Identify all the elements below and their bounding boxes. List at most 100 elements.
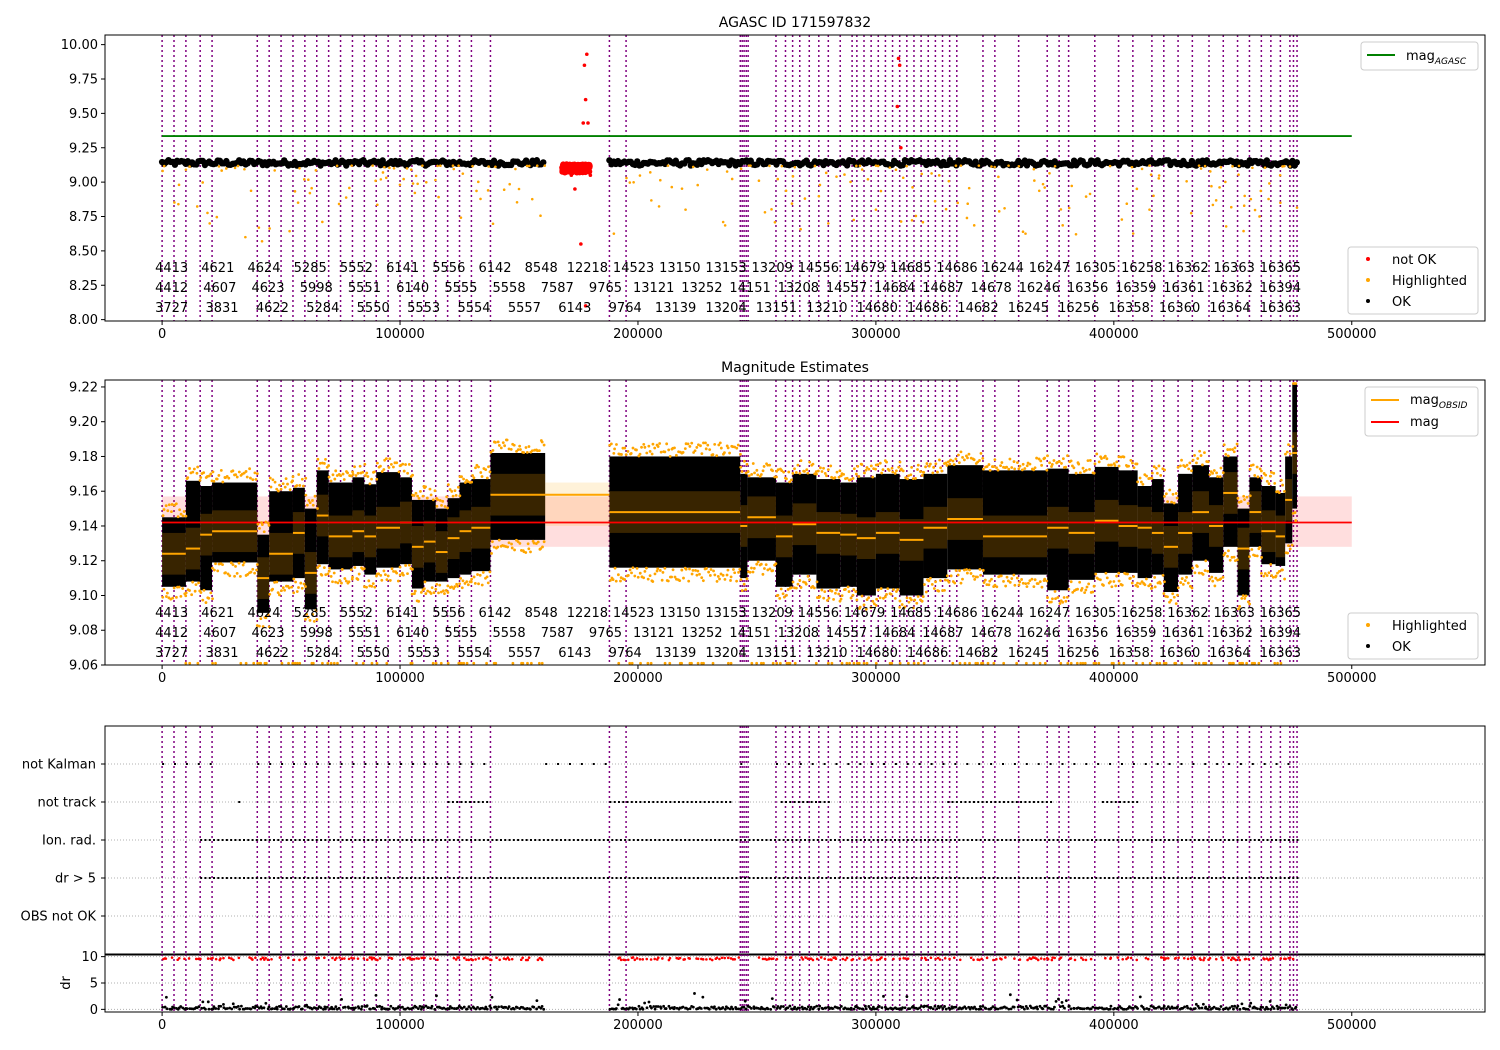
highlighted-point [255, 472, 259, 475]
highlighted-point [316, 566, 319, 569]
flag-point [225, 877, 228, 879]
highlighted-point [1150, 471, 1154, 475]
flag-point [752, 839, 755, 841]
dr-not-ok-point [519, 958, 523, 962]
highlighted-point [755, 468, 759, 472]
highlighted-point [406, 572, 409, 576]
flag-point [847, 763, 850, 765]
highlighted-point [688, 567, 691, 571]
flag-point [812, 839, 815, 841]
flag-point [401, 877, 404, 879]
highlighted-point [228, 574, 232, 578]
ok-point-cloud [947, 465, 983, 570]
flag-point [234, 877, 237, 879]
flag-point [855, 877, 858, 879]
highlighted-point [648, 574, 652, 578]
highlighted-point [1095, 452, 1099, 456]
flag-point [859, 877, 862, 879]
dr-ok-point [297, 1005, 301, 1008]
dr-ok-point [967, 1005, 971, 1009]
highlighted-point [1136, 581, 1139, 585]
dr-ok-point [867, 1005, 871, 1008]
y-tick-label: 9.06 [69, 659, 98, 674]
flag-point [919, 839, 922, 841]
highlighted-point [787, 470, 791, 474]
highlighted-point [215, 215, 219, 219]
dr-ok-point [422, 1006, 426, 1009]
flag-point [315, 839, 318, 841]
dr-not-ok-point [527, 956, 531, 959]
y-tick-label: 9.50 [69, 107, 98, 122]
highlighted-point [965, 571, 969, 575]
y-tick-label: 8.25 [69, 279, 98, 294]
highlighted-point [173, 201, 176, 204]
highlighted-point [1092, 584, 1096, 588]
highlighted-point [321, 661, 324, 665]
highlighted-point [1294, 382, 1298, 385]
highlighted-point [1224, 180, 1227, 184]
flag-point [1142, 877, 1145, 879]
highlighted-point [818, 595, 822, 598]
dr-not-ok-point [1227, 956, 1230, 960]
dr-ok-point [821, 1007, 825, 1011]
dr-ok-point [852, 1007, 856, 1011]
dr-not-ok-point [1268, 957, 1272, 961]
flag-point [806, 801, 809, 803]
x-tick-label: 500000 [1327, 1018, 1377, 1033]
dr-ok-point [380, 1005, 384, 1009]
highlighted-point [1166, 595, 1169, 599]
highlighted-point [838, 599, 842, 603]
highlighted-point [1140, 167, 1144, 171]
highlighted-point [939, 466, 942, 470]
highlighted-point [906, 477, 909, 481]
highlighted-point [759, 562, 763, 566]
flag-point [521, 839, 524, 841]
highlighted-point [1152, 465, 1156, 469]
flag-point [876, 839, 879, 841]
highlighted-point [1135, 661, 1138, 665]
highlighted-point [1278, 173, 1282, 177]
obsid-label: 14523 [613, 606, 654, 621]
flag-point [388, 763, 391, 765]
flag-point [780, 801, 783, 803]
highlighted-point [611, 578, 615, 581]
flag-point [1216, 763, 1219, 765]
flag-point [592, 763, 595, 765]
highlighted-point [943, 578, 947, 582]
dr-not-ok-point [906, 957, 910, 960]
highlighted-point [238, 574, 242, 578]
highlighted-point [871, 475, 875, 479]
highlighted-point [207, 596, 211, 600]
highlighted-point [885, 460, 888, 464]
dr-ok-point [1248, 1004, 1252, 1008]
obsid-label: 4622 [256, 646, 289, 661]
flag-point [1192, 763, 1195, 765]
highlighted-point [453, 585, 457, 588]
flag-point [1144, 763, 1147, 765]
dr-ok-point [282, 1007, 286, 1011]
dr-not-ok-point [657, 956, 660, 960]
dr-not-ok-point [1004, 956, 1007, 959]
dr-ok-point [206, 1000, 210, 1004]
highlighted-point [253, 571, 257, 575]
highlighted-point [489, 450, 493, 454]
dr-not-ok-point [649, 958, 653, 961]
obsid-label: 13252 [681, 626, 722, 641]
highlighted-point [876, 463, 880, 467]
flag-point [1292, 839, 1295, 841]
highlighted-point [912, 661, 916, 665]
obsid-label: 13121 [633, 626, 674, 641]
dr-ok-point [365, 1004, 369, 1008]
highlighted-point [1076, 587, 1079, 591]
dr-ok-point [279, 1005, 283, 1008]
highlighted-point [507, 447, 511, 451]
flag-point [268, 877, 271, 879]
dr-not-ok-point [771, 957, 775, 960]
dr-ok-point [1138, 995, 1142, 999]
flag-point [1022, 877, 1025, 879]
highlighted-point [775, 475, 778, 479]
highlighted-point [916, 661, 920, 665]
highlighted-point [450, 585, 454, 589]
dr-not-ok-point [471, 958, 475, 962]
dr-not-ok-point [726, 956, 730, 960]
